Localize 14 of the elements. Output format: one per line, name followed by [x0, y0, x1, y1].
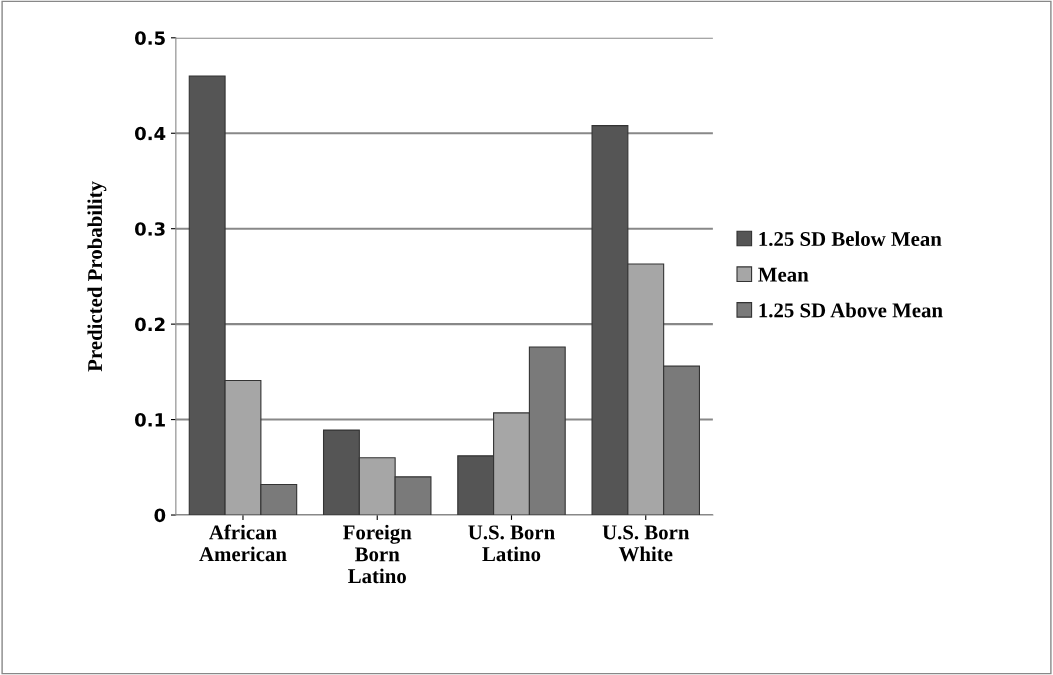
y-tick-label: 0.4 — [135, 126, 166, 141]
legend-label: 1.25 SD Below Mean — [759, 231, 942, 247]
y-tick-label: 0 — [154, 508, 166, 523]
x-tick-label: Foreign Born Latino — [343, 524, 412, 584]
x-tick-label: African American — [199, 524, 287, 562]
y-axis-title: Predicted Probability — [87, 181, 107, 372]
y-tick-label: 0.3 — [135, 222, 165, 236]
x-tick-label: U.S. Born White — [602, 525, 690, 562]
y-tick-label: 0.5 — [135, 31, 165, 45]
y-tick-label: 0.2 — [135, 317, 165, 332]
legend-label: Mean — [758, 267, 809, 282]
legend-label: 1.25 SD Above Mean — [759, 302, 943, 318]
x-tick-label: U.S. Born Latino — [468, 525, 555, 562]
y-tick-label: 0.1 — [135, 413, 165, 427]
